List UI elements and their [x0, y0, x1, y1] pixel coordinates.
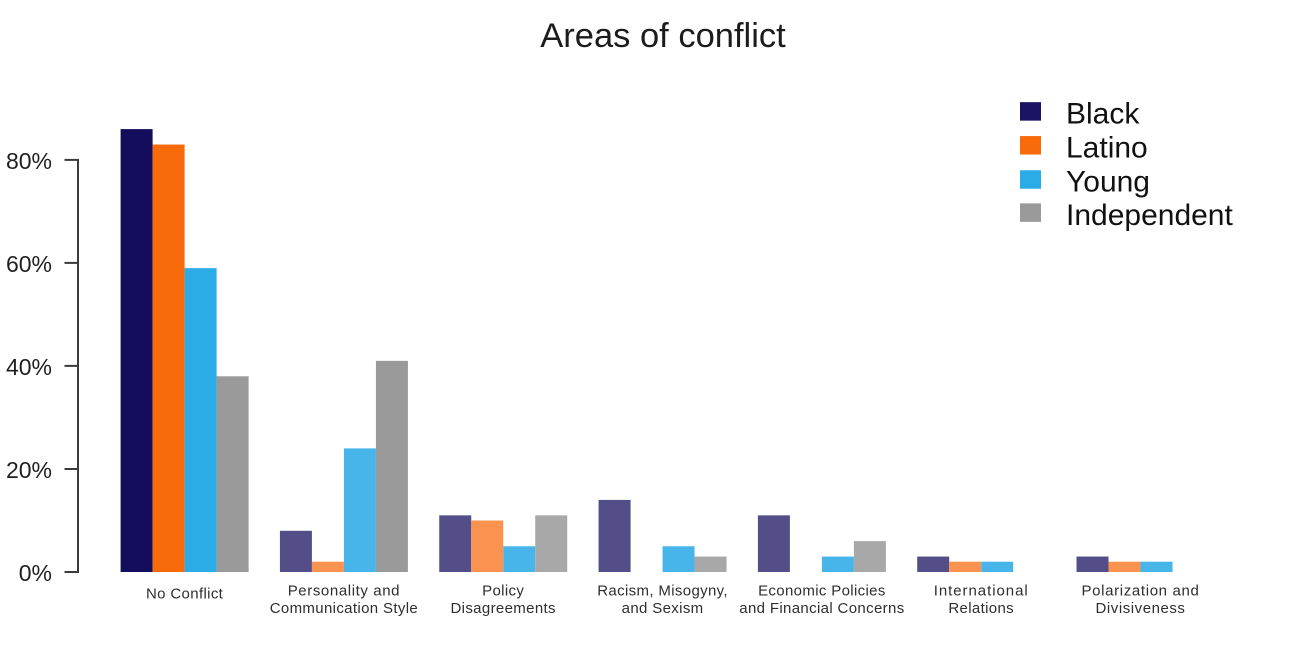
- svg-text:No Conflict: No Conflict: [146, 586, 224, 603]
- svg-text:60%: 60%: [6, 251, 52, 277]
- svg-text:Independent: Independent: [1066, 199, 1233, 232]
- svg-text:Areas of conflict: Areas of conflict: [540, 17, 786, 55]
- svg-text:40%: 40%: [6, 354, 52, 380]
- svg-text:Relations: Relations: [948, 600, 1014, 617]
- svg-text:Latino: Latino: [1066, 132, 1148, 165]
- svg-text:20%: 20%: [6, 457, 52, 483]
- svg-text:Black: Black: [1066, 98, 1140, 131]
- svg-text:International: International: [934, 583, 1029, 600]
- svg-text:Racism, Misogyny,: Racism, Misogyny,: [597, 583, 728, 600]
- svg-text:Polarization and: Polarization and: [1082, 583, 1200, 600]
- svg-text:Personality and: Personality and: [288, 583, 400, 600]
- svg-text:Young: Young: [1066, 166, 1150, 199]
- svg-text:0%: 0%: [19, 560, 52, 586]
- svg-text:Divisiveness: Divisiveness: [1096, 600, 1186, 617]
- svg-text:and Financial Concerns: and Financial Concerns: [739, 600, 904, 617]
- svg-text:80%: 80%: [6, 148, 52, 174]
- svg-text:Policy: Policy: [482, 583, 524, 600]
- svg-text:and Sexism: and Sexism: [622, 600, 704, 617]
- svg-text:Disagreements: Disagreements: [450, 600, 555, 617]
- svg-text:Communication Style: Communication Style: [270, 600, 418, 617]
- svg-text:Economic Policies: Economic Policies: [758, 583, 886, 600]
